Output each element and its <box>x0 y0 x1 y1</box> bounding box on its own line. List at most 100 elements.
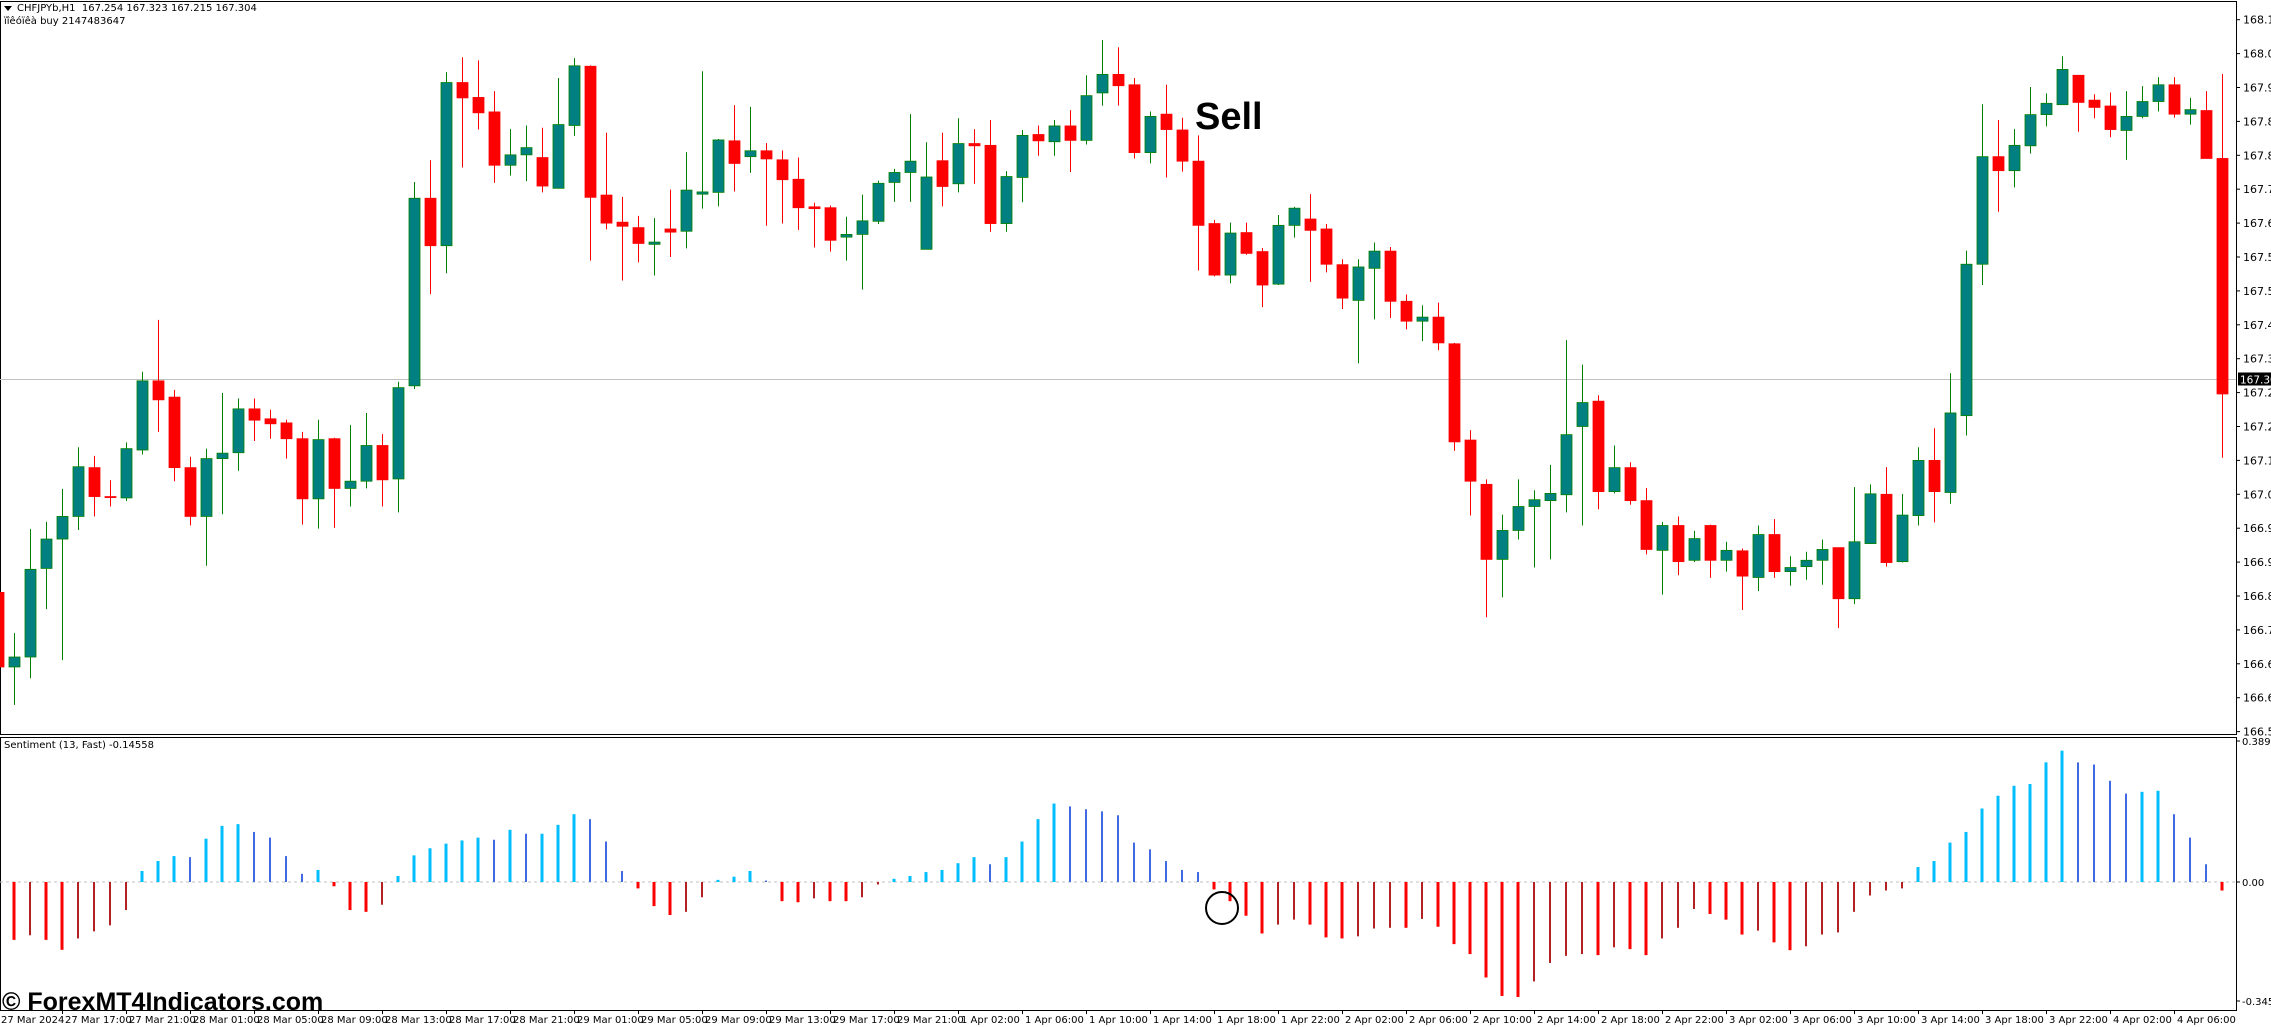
bearish-candle <box>1064 110 1077 173</box>
candle-body <box>744 150 757 158</box>
bullish-candle <box>1224 222 1237 284</box>
sentiment-bar <box>1404 882 1408 928</box>
time-tick-label: 28 Mar 05:00 <box>257 1015 324 1026</box>
candle-body <box>1720 549 1733 561</box>
candle-body <box>2088 99 2101 108</box>
sentiment-bar <box>1980 808 1984 882</box>
bullish-candle <box>312 419 325 529</box>
bearish-candle <box>2104 92 2117 138</box>
candle-body <box>552 124 565 189</box>
bullish-candle <box>1912 447 1925 526</box>
bearish-candle <box>488 91 501 183</box>
bullish-candle <box>1096 40 1109 106</box>
candle-body <box>904 160 917 173</box>
sentiment-bar <box>908 875 912 882</box>
time-tick-label: 2 Apr 02:00 <box>1345 1015 1404 1026</box>
candle-body <box>872 182 885 222</box>
sentiment-bar <box>1228 882 1232 902</box>
bullish-candle <box>648 218 661 276</box>
sentiment-bar <box>2109 780 2111 882</box>
time-tick-label: 3 Apr 14:00 <box>1921 1015 1980 1026</box>
sentiment-bar <box>1885 882 1887 891</box>
candle-body <box>2168 84 2181 115</box>
candle-body <box>152 380 165 401</box>
bearish-candle <box>1240 222 1253 255</box>
price-tick-label: 166.825 <box>2243 590 2271 603</box>
candle-body <box>1016 135 1029 178</box>
sentiment-bar <box>460 840 464 882</box>
candle-body <box>200 458 213 517</box>
candle-body <box>760 150 773 160</box>
candle-body <box>472 97 485 114</box>
price-tick-label: 167.125 <box>2243 454 2271 467</box>
bearish-candle <box>1208 219 1221 277</box>
sentiment-bar <box>1788 882 1792 951</box>
indicator-axis: 0.38936 0.00 -0.3457 <box>2236 737 2271 1008</box>
bearish-candle <box>1464 430 1477 516</box>
sentiment-bar <box>2220 882 2224 891</box>
bearish-candle <box>1176 117 1189 172</box>
candle-body <box>392 387 405 480</box>
candle-body <box>184 467 197 517</box>
bullish-candle <box>1272 214 1285 286</box>
candle-body <box>1496 530 1509 560</box>
sentiment-bar <box>1340 882 1344 939</box>
dropdown-triangle-icon[interactable] <box>4 5 12 11</box>
time-tick-label: 3 Apr 18:00 <box>1985 1015 2044 1026</box>
sentiment-bar <box>732 876 736 882</box>
price-tick-label: 167.575 <box>2243 251 2271 264</box>
candle-body <box>1144 116 1157 153</box>
candle-body <box>1912 459 1925 516</box>
sentiment-bar <box>1052 803 1056 882</box>
sentiment-bar <box>2012 785 2016 882</box>
candle-body <box>1976 156 1989 265</box>
bearish-candle <box>1448 342 1461 451</box>
time-tick-label: 4 Apr 06:00 <box>2177 1015 2236 1026</box>
candle-body <box>1640 500 1653 550</box>
price-tick-label: 167.050 <box>2243 488 2271 501</box>
sentiment-bar <box>1549 882 1551 963</box>
candle-body <box>984 144 997 224</box>
bullish-candle <box>920 142 933 250</box>
candle-body <box>2104 105 2117 130</box>
candle-body <box>2152 84 2165 102</box>
candle-body <box>536 157 549 187</box>
candle-body <box>1096 73 1109 94</box>
bearish-candle <box>1256 247 1269 308</box>
sentiment-bar <box>1389 882 1391 928</box>
price-tick-label: 167.200 <box>2243 421 2271 434</box>
candle-body <box>424 197 437 247</box>
sentiment-bar <box>1101 811 1103 882</box>
bullish-candle <box>136 371 149 455</box>
sentiment-bar <box>2093 764 2095 882</box>
sentiment-bar <box>2077 762 2079 882</box>
candle-body <box>1512 506 1525 531</box>
sentiment-bar <box>220 825 224 882</box>
time-tick-label: 3 Apr 02:00 <box>1729 1015 1788 1026</box>
main-chart-frame <box>0 1 2237 735</box>
order-info: ïîêóïêà buy 2147483647 <box>4 16 126 27</box>
candle-body <box>1288 207 1301 226</box>
candle-body <box>2120 116 2133 131</box>
time-tick-label: 28 Mar 17:00 <box>449 1015 516 1026</box>
bearish-candle <box>1384 247 1397 319</box>
candle-body <box>1032 134 1045 142</box>
price-tick-label: 168.100 <box>2243 14 2271 27</box>
candle-body <box>88 467 101 497</box>
sentiment-bar <box>844 882 848 902</box>
bullish-candle <box>2008 129 2021 188</box>
price-tick-label: 167.275 <box>2243 387 2271 400</box>
sentiment-bar <box>156 861 160 882</box>
current-price-box <box>2238 372 2271 386</box>
candle-body <box>1208 223 1221 276</box>
sentiment-bar <box>476 837 480 882</box>
sentiment-bar <box>1197 872 1199 882</box>
candle-body <box>1192 160 1205 226</box>
sentiment-bar <box>1181 869 1183 882</box>
bearish-candle <box>1832 547 1845 629</box>
time-tick-label: 2 Apr 22:00 <box>1665 1015 1724 1026</box>
sentiment-bar <box>1964 831 1968 882</box>
bullish-candle <box>2136 86 2149 119</box>
bullish-candle <box>1784 556 1797 586</box>
bearish-candle <box>280 419 293 459</box>
